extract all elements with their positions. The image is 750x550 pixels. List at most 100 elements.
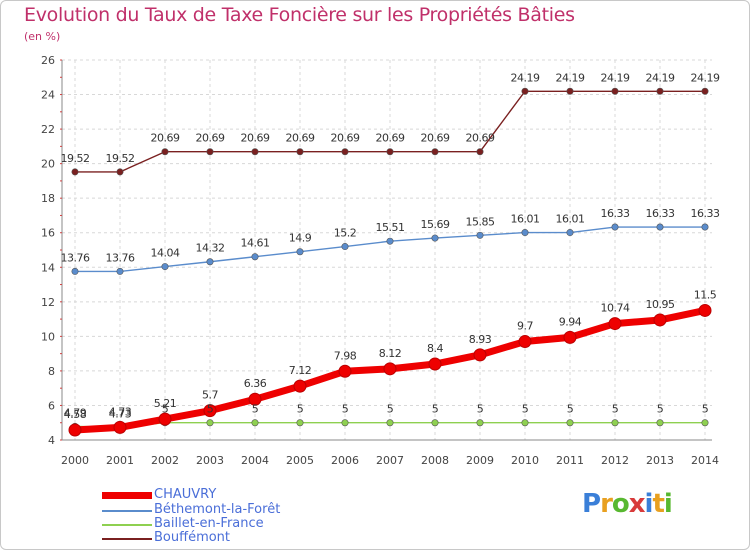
y-tick-label: 22	[41, 123, 55, 136]
data-label: 5	[702, 403, 709, 416]
data-point	[518, 335, 532, 349]
data-point	[611, 419, 619, 427]
data-label: 20.69	[466, 132, 495, 145]
data-label: 24.19	[511, 71, 540, 84]
data-label: 5	[612, 403, 619, 416]
data-point	[698, 303, 712, 317]
data-point	[476, 419, 484, 427]
x-tick-label: 2007	[376, 454, 404, 467]
data-point	[161, 148, 169, 156]
data-point	[473, 348, 487, 362]
data-point	[206, 258, 214, 266]
data-label: 5	[657, 403, 664, 416]
logo-letter: t	[652, 489, 664, 519]
data-label: 16.01	[511, 213, 540, 226]
data-point	[341, 243, 349, 251]
data-label: 20.69	[196, 132, 225, 145]
data-point	[431, 419, 439, 427]
x-tick-label: 2006	[331, 454, 359, 467]
data-label: 5.21	[154, 397, 177, 410]
data-point	[566, 229, 574, 237]
data-label: 24.19	[691, 71, 720, 84]
data-point	[521, 419, 529, 427]
legend-swatch	[102, 538, 152, 540]
data-point	[428, 357, 442, 371]
data-point	[521, 229, 529, 237]
data-point	[611, 223, 619, 231]
data-label: 8.93	[469, 333, 492, 346]
logo-letter: i	[663, 489, 673, 519]
y-tick-label: 4	[48, 434, 55, 447]
data-label: 4.58	[64, 408, 87, 421]
logo-letter: x	[628, 489, 646, 519]
data-label: 20.69	[376, 132, 405, 145]
data-point	[608, 317, 622, 331]
data-point	[386, 237, 394, 245]
data-label: 13.76	[61, 251, 90, 264]
legend-swatch	[102, 510, 152, 512]
x-tick-label: 2011	[556, 454, 584, 467]
data-label: 16.01	[556, 213, 585, 226]
y-tick-label: 16	[41, 227, 55, 240]
data-label: 5.7	[202, 389, 218, 402]
data-label: 5	[432, 403, 439, 416]
data-label: 13.76	[106, 251, 135, 264]
data-point	[701, 419, 709, 427]
data-label: 5	[297, 403, 304, 416]
data-label: 19.52	[106, 152, 135, 165]
data-label: 24.19	[601, 71, 630, 84]
data-point	[161, 263, 169, 271]
y-tick-label: 6	[48, 399, 55, 412]
data-label: 5	[522, 403, 529, 416]
y-tick-label: 20	[41, 158, 55, 171]
legend-label: Baillet-en-France	[154, 516, 264, 531]
data-label: 11.5	[694, 288, 717, 301]
y-tick-label: 14	[41, 261, 55, 274]
x-tick-label: 2000	[61, 454, 89, 467]
data-point	[113, 420, 127, 434]
data-label: 5	[567, 403, 574, 416]
data-point	[206, 419, 214, 427]
data-point	[338, 364, 352, 378]
x-tick-label: 2001	[106, 454, 134, 467]
data-label: 9.94	[559, 315, 582, 328]
data-label: 24.19	[646, 71, 675, 84]
data-label: 4.73	[109, 407, 132, 420]
data-point	[296, 419, 304, 427]
data-point	[521, 87, 529, 95]
y-tick-label: 24	[41, 89, 55, 102]
data-point	[656, 419, 664, 427]
data-point	[71, 267, 79, 275]
data-point	[116, 168, 124, 176]
data-point	[656, 223, 664, 231]
data-label: 20.69	[331, 132, 360, 145]
data-label: 16.33	[646, 207, 675, 220]
data-label: 20.69	[421, 132, 450, 145]
data-point	[341, 419, 349, 427]
data-point	[206, 148, 214, 156]
legend-swatch	[102, 524, 152, 526]
x-tick-label: 2003	[196, 454, 224, 467]
data-point	[251, 419, 259, 427]
data-label: 19.52	[61, 152, 90, 165]
data-label: 10.74	[601, 302, 630, 315]
data-label: 5	[162, 403, 169, 416]
data-point	[431, 234, 439, 242]
data-point	[431, 148, 439, 156]
data-point	[386, 419, 394, 427]
data-point	[203, 404, 217, 418]
data-point	[563, 330, 577, 344]
logo-letter: o	[611, 489, 630, 519]
data-point	[701, 223, 709, 231]
legend-label: Béthemont-la-Forêt	[154, 502, 281, 517]
data-point	[296, 148, 304, 156]
chart-unit: (en %)	[24, 30, 61, 43]
legend-label: CHAUVRY	[154, 487, 217, 502]
data-label: 8.4	[427, 342, 443, 355]
data-label: 15.69	[421, 218, 450, 231]
y-tick-label: 26	[41, 54, 55, 67]
logo-letter: r	[600, 489, 613, 519]
data-label: 16.33	[601, 207, 630, 220]
data-point	[68, 423, 82, 437]
